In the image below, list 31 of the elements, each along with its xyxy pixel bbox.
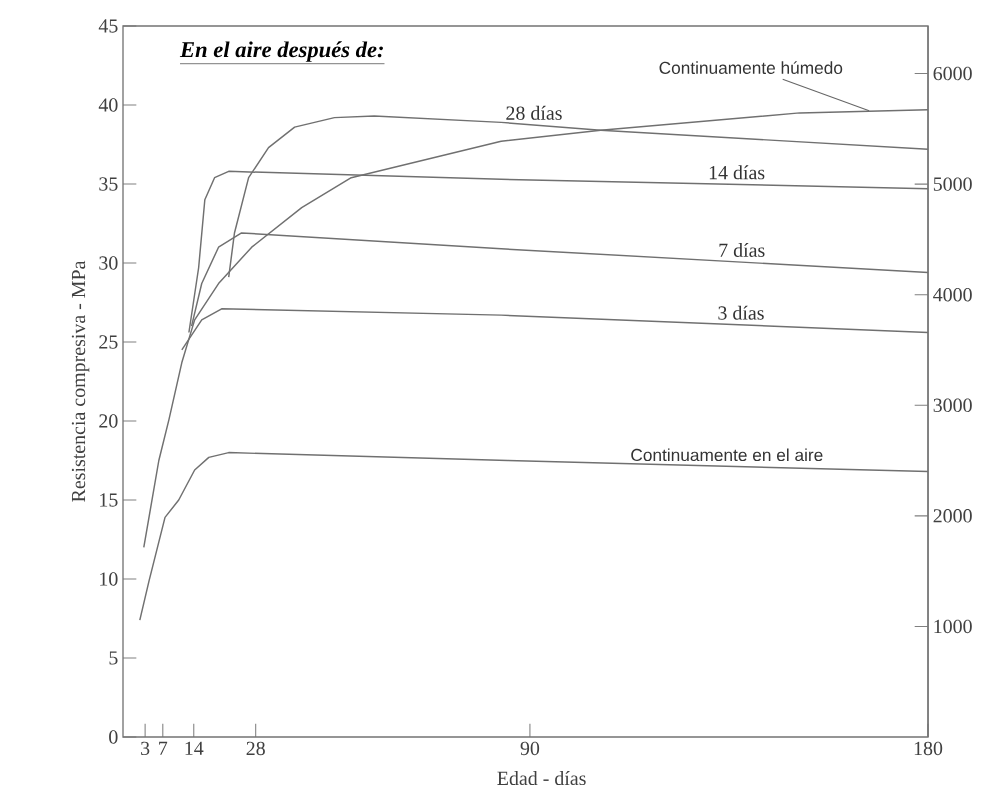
x-axis-title: Edad - días [497,771,586,786]
y-tick-label: 10 [100,572,118,586]
x-tick-label: 3 [141,741,150,756]
y-tick-label: 5 [109,651,118,665]
y2-tick-label: 4000 [933,287,972,302]
x-tick-label: 14 [185,741,204,755]
series-label: 7 días [719,242,765,257]
y-axis-title: Resistencia compresiva - MPa [71,260,90,502]
x-tick-label: 90 [520,741,540,756]
text: Continuamente húmedo [659,61,843,75]
annotation: En el aire después de: [179,41,383,62]
y-tick-label: 30 [99,256,118,270]
y-tick-label: 20 [99,414,118,428]
series-label: Continuamente en el aire [631,448,823,462]
y-tick-label: 35 [99,177,118,191]
x-tick-label: 180 [914,741,943,756]
y2-tick-label: 3000 [933,398,972,412]
y2-tick-label: 6000 [933,66,972,81]
x-tick-label: 28 [246,741,265,756]
y2-tick-label: 1000 [934,619,972,634]
y2-tick-label: 5000 [933,177,972,191]
y-tick-label: 0 [109,730,118,744]
y-tick-label: 25 [99,335,118,349]
x-tick-label: 7 [159,741,168,755]
y2-tick-label: 2000 [933,509,972,523]
y-tick-label: 40 [98,98,118,112]
series-label: 28 días [506,105,562,120]
series-label: 14 días [709,165,765,180]
series-label: 3 días [718,305,764,320]
y-tick-label: 15 [100,493,118,507]
y-tick-label: 45 [98,19,118,33]
